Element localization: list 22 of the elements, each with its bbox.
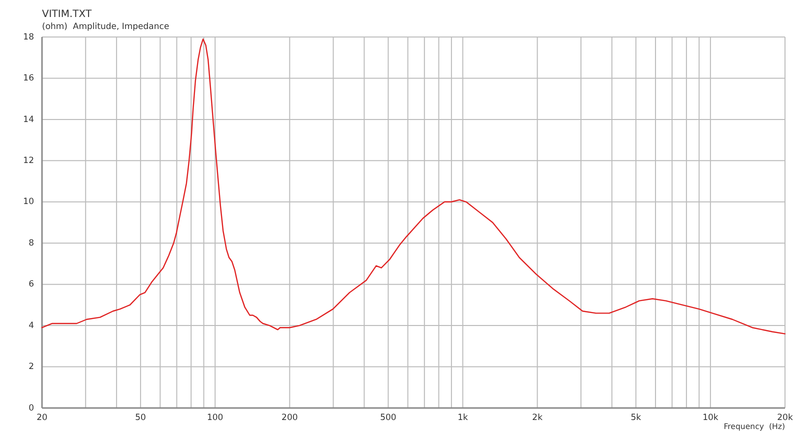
x-tick-label: 10k (702, 413, 718, 423)
y-tick-label: 12 (23, 156, 34, 166)
x-tick-label: 50 (135, 413, 146, 423)
x-tick-label: 200 (282, 413, 298, 423)
y-tick-label: 6 (28, 280, 34, 290)
y-tick-label: 2 (28, 362, 34, 372)
y-tick-label: 14 (23, 114, 34, 125)
x-tick-label: 20 (36, 413, 48, 423)
y-tick-label: 16 (23, 74, 34, 84)
y-tick-label: 4 (28, 320, 34, 331)
x-tick-label: 5k (630, 413, 642, 423)
chart-subtitle: (ohm) Amplitude, Impedance (42, 22, 170, 32)
y-tick-label: 8 (28, 238, 34, 248)
y-tick-label: 10 (23, 197, 34, 208)
x-tick-label: 100 (206, 413, 224, 423)
y-tick-label: 18 (23, 32, 34, 42)
x-tick-label: 20k (777, 413, 793, 423)
chart-title: VITIM.TXT (42, 9, 92, 20)
x-tick-label: 500 (380, 413, 396, 423)
x-tick-label: 1k (458, 413, 468, 423)
x-tick-label: 2k (532, 413, 543, 423)
y-tick-label: 0 (28, 403, 34, 414)
